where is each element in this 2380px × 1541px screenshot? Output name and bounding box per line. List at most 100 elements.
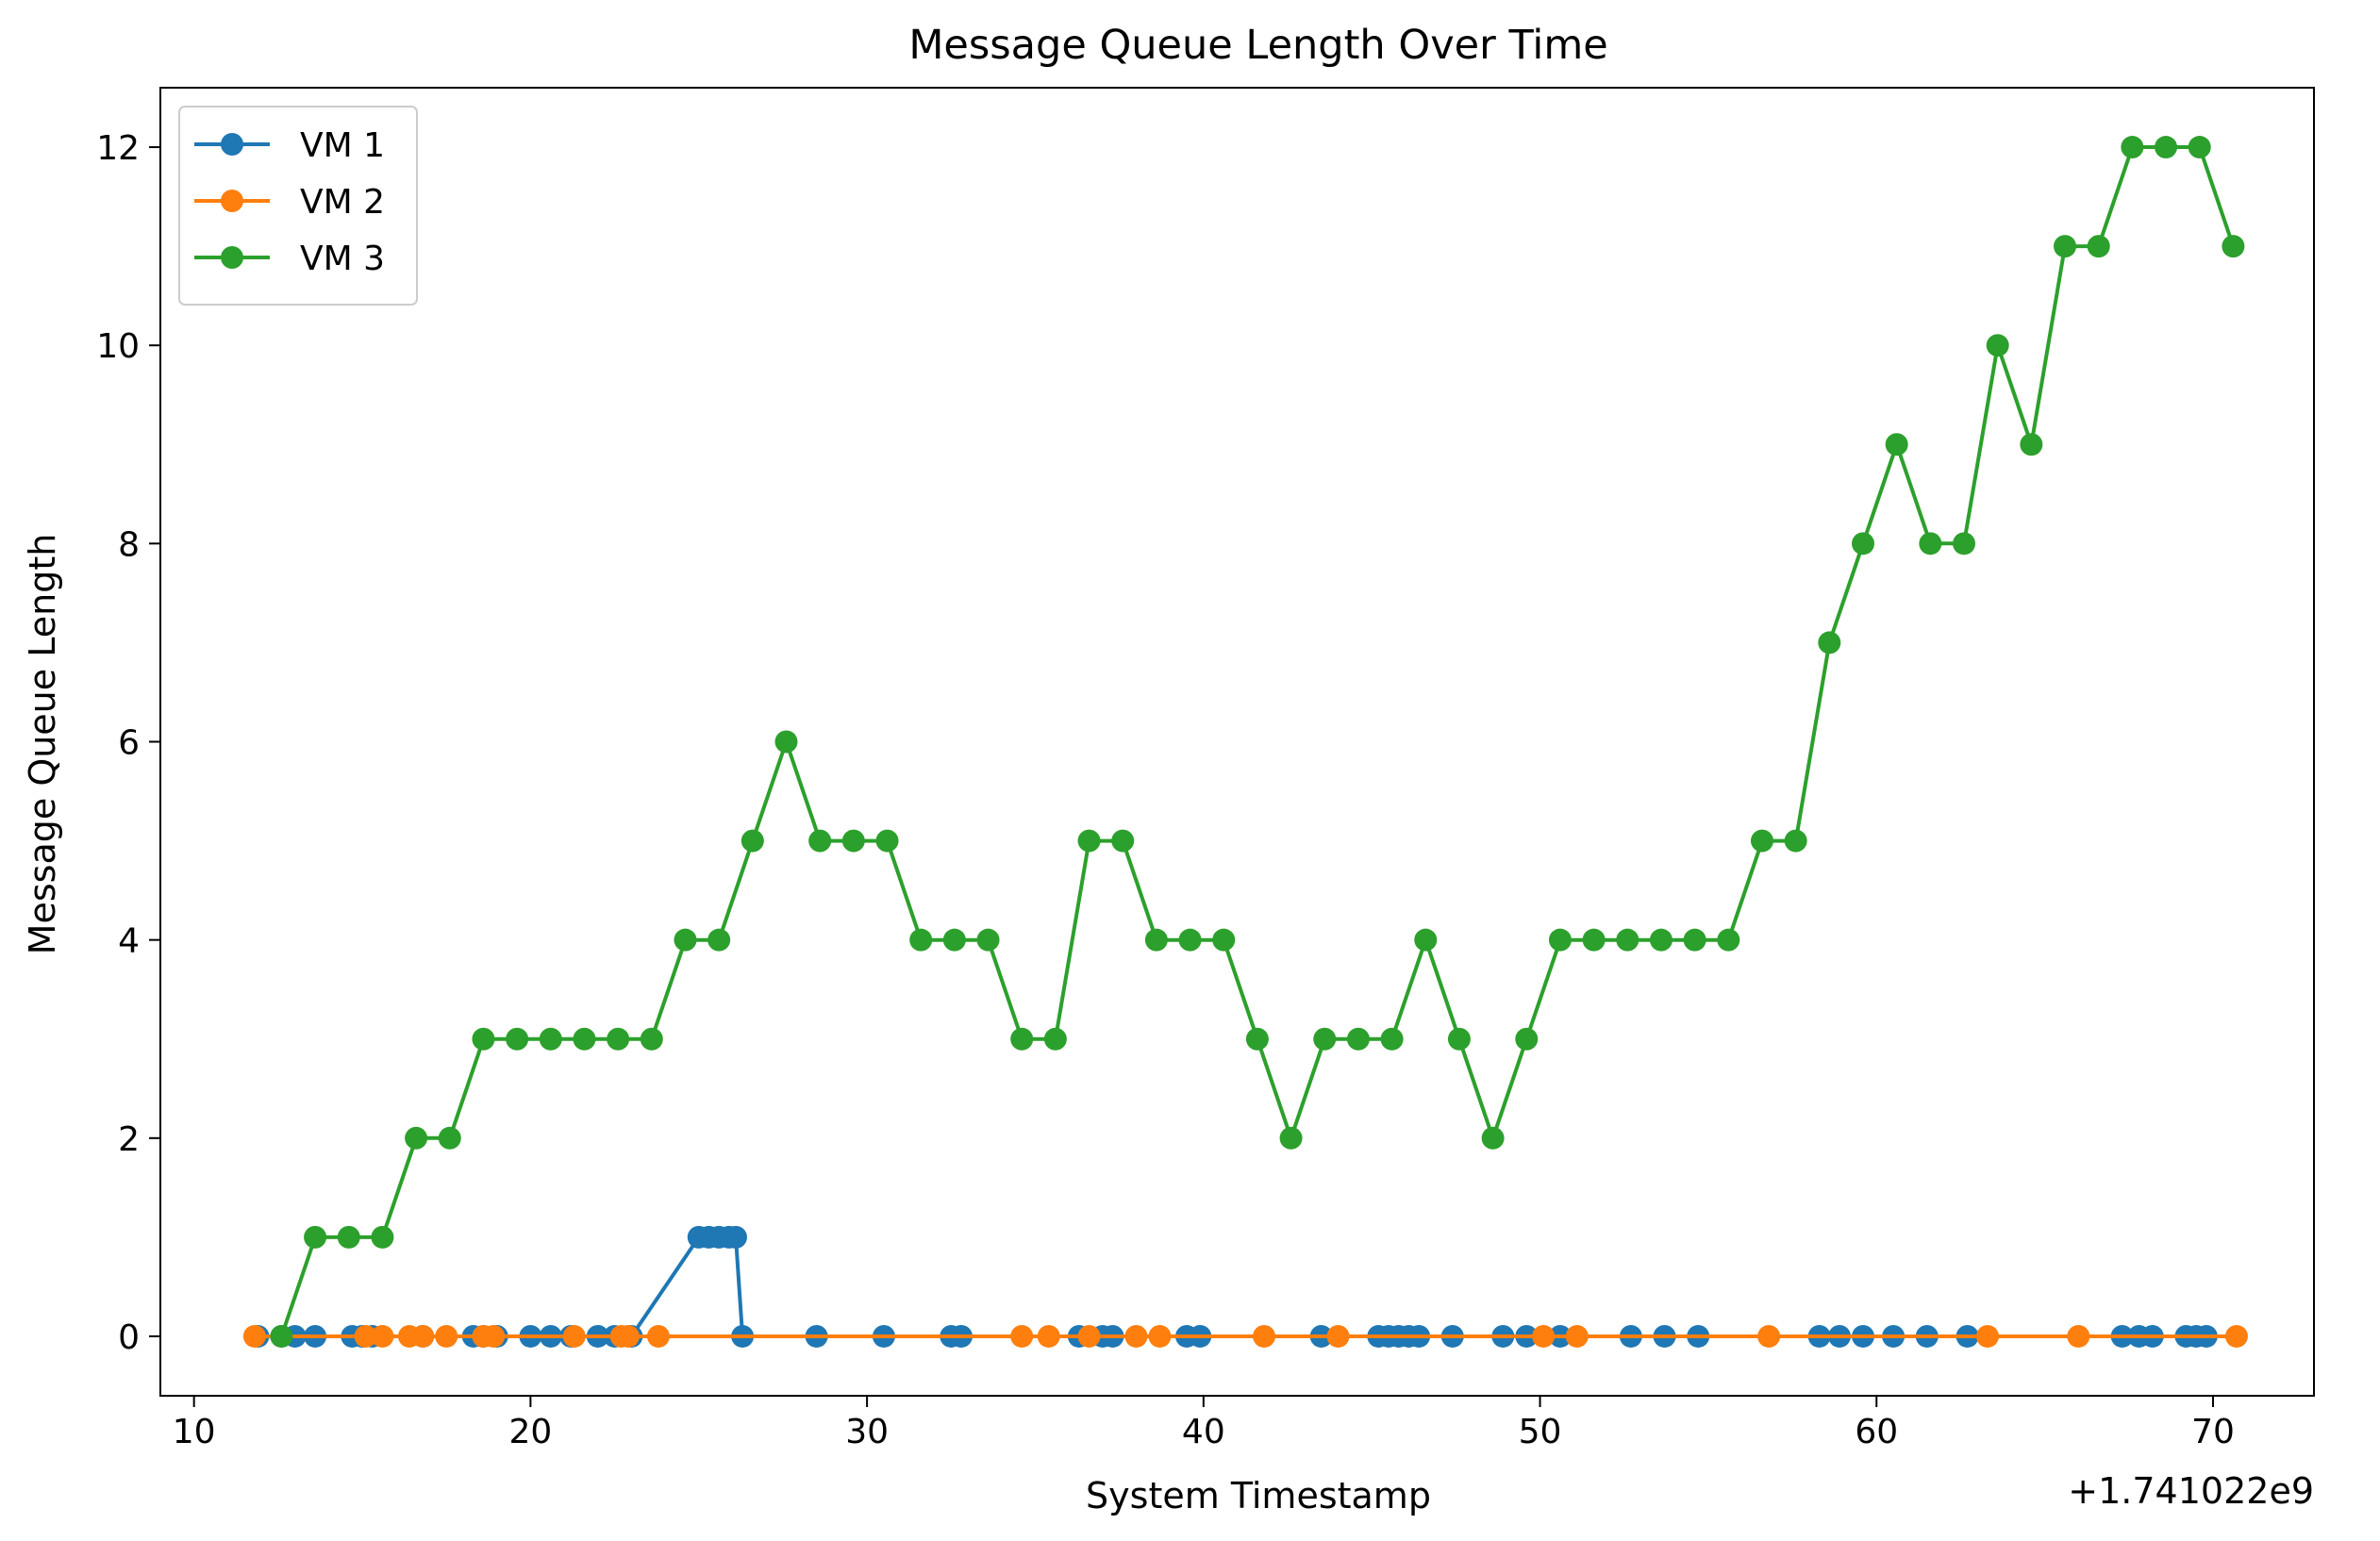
data-point-vm-2 — [616, 1324, 640, 1348]
data-point-vm-1 — [724, 1225, 747, 1249]
data-point-vm-3 — [1111, 829, 1135, 853]
y-tick-label: 2 — [118, 1120, 140, 1159]
data-point-vm-2 — [562, 1324, 586, 1348]
data-point-vm-3 — [405, 1126, 428, 1150]
data-point-vm-2 — [435, 1324, 458, 1348]
data-point-vm-3 — [1649, 928, 1673, 952]
series-vm-3 — [270, 136, 2245, 1348]
data-point-vm-2 — [354, 1324, 377, 1348]
data-point-vm-3 — [1346, 1027, 1370, 1051]
data-point-vm-3 — [707, 928, 731, 952]
legend-label-vm-2: VM 2 — [300, 183, 385, 222]
y-axis-label: Message Queue Length — [22, 534, 63, 955]
data-point-vm-3 — [506, 1027, 529, 1051]
data-point-vm-3 — [1313, 1027, 1337, 1051]
data-point-vm-3 — [607, 1027, 630, 1051]
data-point-vm-3 — [1077, 829, 1101, 853]
data-point-vm-3 — [2188, 136, 2211, 159]
data-point-vm-3 — [304, 1225, 327, 1249]
data-point-vm-2 — [1010, 1324, 1034, 1348]
legend-item-vm-2: VM 2 — [194, 183, 385, 222]
legend-marker-vm-3 — [221, 246, 243, 269]
data-point-vm-3 — [640, 1027, 663, 1051]
data-point-vm-3 — [1717, 928, 1740, 952]
data-point-vm-3 — [2020, 433, 2043, 456]
y-tick-label: 12 — [96, 129, 140, 168]
data-point-vm-3 — [1919, 532, 1942, 555]
data-point-vm-3 — [1279, 1126, 1303, 1150]
x-axis: 10 20 30 40 50 60 70 — [173, 1396, 2235, 1451]
data-point-vm-3 — [1178, 928, 1202, 952]
data-point-vm-2 — [1975, 1324, 1999, 1348]
data-point-vm-3 — [472, 1027, 495, 1051]
data-point-vm-2 — [1532, 1324, 1556, 1348]
x-tick-label: 50 — [1519, 1413, 1562, 1451]
data-point-vm-3 — [1683, 928, 1706, 952]
x-tick-label: 20 — [508, 1413, 552, 1451]
data-point-vm-3 — [674, 928, 697, 952]
data-point-vm-3 — [2121, 136, 2144, 159]
series-layer — [242, 136, 2248, 1348]
data-point-vm-3 — [539, 1027, 562, 1051]
y-tick-label: 10 — [96, 327, 140, 366]
data-point-vm-3 — [1515, 1027, 1539, 1051]
data-point-vm-2 — [1757, 1324, 1781, 1348]
data-point-vm-3 — [942, 928, 966, 952]
x-tick-label: 40 — [1182, 1413, 1225, 1451]
data-point-vm-2 — [1565, 1324, 1589, 1348]
data-point-vm-3 — [2155, 136, 2178, 159]
data-point-vm-2 — [371, 1324, 394, 1348]
data-point-vm-3 — [1245, 1027, 1269, 1051]
legend-item-vm-1: VM 1 — [194, 126, 385, 165]
legend-label-vm-1: VM 1 — [300, 126, 385, 165]
legend-marker-vm-1 — [221, 133, 243, 156]
legend-item-vm-3: VM 3 — [194, 240, 385, 278]
data-point-vm-2 — [482, 1324, 506, 1348]
data-point-vm-3 — [1616, 928, 1639, 952]
data-point-vm-3 — [1851, 532, 1874, 555]
data-point-vm-3 — [1010, 1027, 1034, 1051]
data-point-vm-2 — [1037, 1324, 1060, 1348]
legend: VM 1 VM 2 VM 3 — [178, 106, 418, 306]
data-point-vm-3 — [909, 928, 933, 952]
data-point-vm-2 — [1253, 1324, 1276, 1348]
data-point-vm-2 — [1148, 1324, 1172, 1348]
data-point-vm-3 — [1986, 334, 2009, 357]
data-point-vm-2 — [1124, 1324, 1148, 1348]
series-vm-2 — [242, 1324, 2248, 1348]
data-point-vm-2 — [1326, 1324, 1350, 1348]
chart-title: Message Queue Length Over Time — [908, 22, 1607, 69]
y-axis: 0 2 4 6 8 10 12 — [96, 129, 160, 1357]
data-point-vm-3 — [1953, 532, 1976, 555]
data-point-vm-3 — [1144, 928, 1168, 952]
x-axis-label: System Timestamp — [1086, 1475, 1431, 1516]
data-point-vm-3 — [2054, 235, 2077, 258]
data-point-vm-3 — [2222, 235, 2245, 258]
data-point-vm-2 — [646, 1324, 670, 1348]
x-tick-label: 60 — [1855, 1413, 1898, 1451]
y-tick-label: 4 — [118, 922, 140, 961]
data-point-vm-3 — [1750, 829, 1773, 853]
data-point-vm-3 — [1582, 928, 1606, 952]
data-point-vm-3 — [976, 928, 1000, 952]
data-point-vm-3 — [1818, 631, 1841, 655]
data-point-vm-3 — [1447, 1027, 1471, 1051]
data-point-vm-3 — [875, 829, 899, 853]
data-point-vm-3 — [337, 1225, 360, 1249]
data-point-vm-3 — [741, 829, 764, 853]
data-point-vm-2 — [2224, 1324, 2248, 1348]
data-point-vm-3 — [2087, 235, 2110, 258]
data-point-vm-3 — [808, 829, 832, 853]
data-point-vm-3 — [774, 730, 798, 754]
data-point-vm-3 — [1548, 928, 1572, 952]
data-point-vm-3 — [1212, 928, 1236, 952]
data-point-vm-3 — [1043, 1027, 1067, 1051]
data-point-vm-2 — [2067, 1324, 2090, 1348]
data-point-vm-3 — [1481, 1126, 1505, 1150]
y-tick-label: 0 — [118, 1318, 140, 1357]
x-tick-label: 70 — [2191, 1413, 2235, 1451]
x-axis-offset-label: +1.741022e9 — [2068, 1470, 2314, 1512]
data-point-vm-3 — [438, 1126, 461, 1150]
data-point-vm-3 — [371, 1225, 394, 1249]
